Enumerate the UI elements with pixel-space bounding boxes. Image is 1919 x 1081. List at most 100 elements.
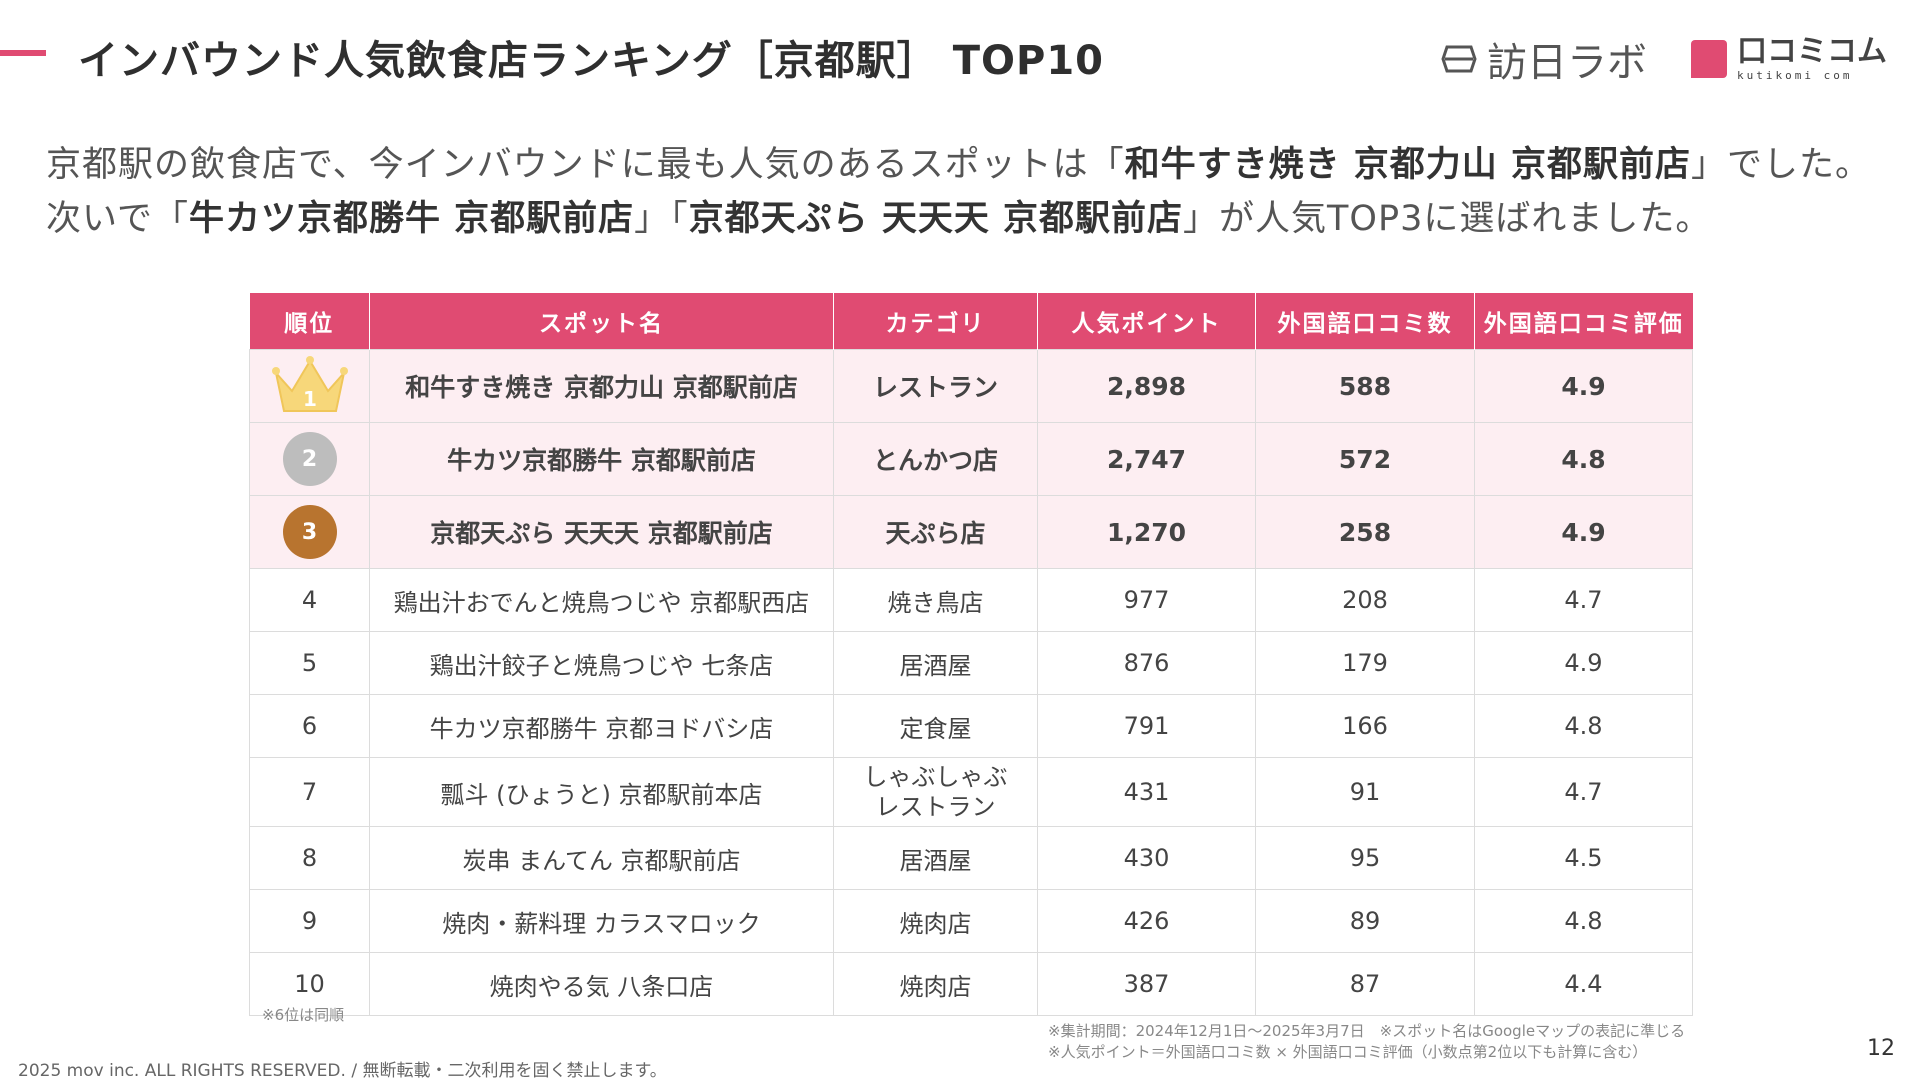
review-rating: 4.7	[1474, 757, 1693, 827]
spot-name: 炭串 まんてん 京都駅前店	[369, 826, 834, 890]
rank-cell: 1	[249, 349, 370, 423]
rank-cell: 10	[249, 952, 370, 1016]
lead-text: 京都駅の飲食店で、今インバウンドに最も人気のあるスポットは「	[46, 145, 1125, 185]
formula-note: ※人気ポイント＝外国語口コミ数 × 外国語口コミ評価（小数点第2位以下も計算に含…	[1048, 1043, 1648, 1061]
rank-number: 1	[303, 387, 317, 411]
review-count: 208	[1255, 568, 1475, 632]
table-row: 8 炭串 まんてん 京都駅前店 居酒屋 430 95 4.5	[249, 826, 1693, 890]
rank-cell: 3	[249, 495, 370, 569]
points: 2,747	[1037, 422, 1256, 496]
review-count: 89	[1255, 889, 1475, 953]
category-line-1: しゃぶしゃぶ	[863, 763, 1008, 791]
hoanichi-logo: 訪日ラボ	[1441, 30, 1647, 88]
table-row: 3 京都天ぷら 天天天 京都駅前店 天ぷら店 1,270 258 4.9	[249, 495, 1693, 569]
kutikomi-logo: 口コミコム kutikomi com	[1691, 37, 1887, 81]
points: 2,898	[1037, 349, 1256, 423]
category: 居酒屋	[833, 631, 1038, 695]
page-number: 12	[1867, 1036, 1895, 1061]
rank-cell: 4	[249, 568, 370, 632]
review-count: 91	[1255, 757, 1475, 827]
lead-text: 」「	[634, 199, 689, 239]
method-notes: ※集計期間：2024年12月1日〜2025年3月7日 ※スポット名はGoogle…	[1048, 1021, 1685, 1063]
category: 天ぷら店	[833, 495, 1038, 569]
points: 387	[1037, 952, 1256, 1016]
points: 431	[1037, 757, 1256, 827]
category: 焼肉店	[833, 952, 1038, 1016]
lead-highlight-2: 牛カツ京都勝牛 京都駅前店	[188, 199, 635, 239]
period-note: ※集計期間：2024年12月1日〜2025年3月7日 ※スポット名はGoogle…	[1048, 1022, 1686, 1040]
spot-name: 瓢斗 (ひょうと) 京都駅前本店	[369, 757, 834, 827]
category: しゃぶしゃぶ レストラン	[833, 757, 1038, 827]
hoanichi-logo-icon	[1441, 45, 1477, 73]
review-rating: 4.4	[1474, 952, 1693, 1016]
rank-cell: 9	[249, 889, 370, 953]
header-points: 人気ポイント	[1037, 293, 1256, 350]
review-count: 258	[1255, 495, 1475, 569]
table-row: 4 鶏出汁おでんと焼鳥つじや 京都駅西店 焼き鳥店 977 208 4.7	[249, 568, 1693, 632]
ranking-table: 順位 スポット名 カテゴリ 人気ポイント 外国語口コミ数 外国語口コミ評価 1 …	[249, 293, 1693, 1016]
header-review-rating: 外国語口コミ評価	[1474, 293, 1693, 350]
table-row: 9 焼肉・薪料理 カラスマロック 焼肉店 426 89 4.8	[249, 889, 1693, 953]
category: 焼き鳥店	[833, 568, 1038, 632]
review-count: 95	[1255, 826, 1475, 890]
review-rating: 4.9	[1474, 495, 1693, 569]
spot-name: 京都天ぷら 天天天 京都駅前店	[369, 495, 834, 569]
table-row: 1 和牛すき焼き 京都力山 京都駅前店 レストラン 2,898 588 4.9	[249, 349, 1693, 423]
crown-icon: 1	[271, 356, 348, 412]
points: 791	[1037, 694, 1256, 758]
spot-name: 焼肉・薪料理 カラスマロック	[369, 889, 834, 953]
review-rating: 4.9	[1474, 349, 1693, 423]
lead-text: 」が人気TOP3に選ばれました。	[1183, 199, 1712, 239]
header-category: カテゴリ	[833, 293, 1038, 350]
header-review-count: 外国語口コミ数	[1255, 293, 1475, 350]
points: 426	[1037, 889, 1256, 953]
points: 977	[1037, 568, 1256, 632]
lead-paragraph: 京都駅の飲食店で、今インバウンドに最も人気のあるスポットは「和牛すき焼き 京都力…	[46, 138, 1886, 246]
review-rating: 4.5	[1474, 826, 1693, 890]
title-accent-bar	[0, 50, 46, 56]
review-rating: 4.9	[1474, 631, 1693, 695]
table-header-row: 順位 スポット名 カテゴリ 人気ポイント 外国語口コミ数 外国語口コミ評価	[249, 293, 1693, 350]
review-rating: 4.8	[1474, 889, 1693, 953]
review-count: 179	[1255, 631, 1475, 695]
brand-logos: 訪日ラボ 口コミコム kutikomi com	[1441, 30, 1887, 88]
spot-name: 牛カツ京都勝牛 京都ヨドバシ店	[369, 694, 834, 758]
table-row: 6 牛カツ京都勝牛 京都ヨドバシ店 定食屋 791 166 4.8	[249, 694, 1693, 758]
rank-cell: 2	[249, 422, 370, 496]
review-count: 588	[1255, 349, 1475, 423]
review-count: 87	[1255, 952, 1475, 1016]
table-row: 5 鶏出汁餃子と焼鳥つじや 七条店 居酒屋 876 179 4.9	[249, 631, 1693, 695]
category: 居酒屋	[833, 826, 1038, 890]
points: 876	[1037, 631, 1256, 695]
lead-text: 」でした。次いで「	[46, 145, 1871, 239]
header-spot-name: スポット名	[369, 293, 834, 350]
category: レストラン	[833, 349, 1038, 423]
table-row: 2 牛カツ京都勝牛 京都駅前店 とんかつ店 2,747 572 4.8	[249, 422, 1693, 496]
points: 1,270	[1037, 495, 1256, 569]
kutikomi-logo-subtext: kutikomi com	[1737, 69, 1853, 82]
points: 430	[1037, 826, 1256, 890]
review-rating: 4.7	[1474, 568, 1693, 632]
category: 焼肉店	[833, 889, 1038, 953]
bronze-medal-icon: 3	[282, 505, 337, 559]
category-line-2: レストラン	[875, 793, 996, 821]
rank-cell: 6	[249, 694, 370, 758]
review-count: 572	[1255, 422, 1475, 496]
table-row: 10 焼肉やる気 八条口店 焼肉店 387 87 4.4	[249, 952, 1693, 1016]
rank-cell: 5	[249, 631, 370, 695]
silver-medal-icon: 2	[282, 432, 337, 486]
rank-cell: 8	[249, 826, 370, 890]
kutikomi-logo-text: 口コミコム	[1737, 34, 1887, 69]
lead-highlight-3: 京都天ぷら 天天天 京都駅前店	[688, 199, 1184, 239]
rank-cell: 7	[249, 757, 370, 827]
kutikomi-logo-icon	[1691, 40, 1727, 78]
spot-name: 牛カツ京都勝牛 京都駅前店	[369, 422, 834, 496]
spot-name: 鶏出汁おでんと焼鳥つじや 京都駅西店	[369, 568, 834, 632]
review-count: 166	[1255, 694, 1475, 758]
spot-name: 鶏出汁餃子と焼鳥つじや 七条店	[369, 631, 834, 695]
copyright-footer: 2025 mov inc. ALL RIGHTS RESERVED. / 無断転…	[18, 1061, 667, 1081]
category: とんかつ店	[833, 422, 1038, 496]
header-rank: 順位	[249, 293, 370, 350]
spot-name: 和牛すき焼き 京都力山 京都駅前店	[369, 349, 834, 423]
review-rating: 4.8	[1474, 422, 1693, 496]
